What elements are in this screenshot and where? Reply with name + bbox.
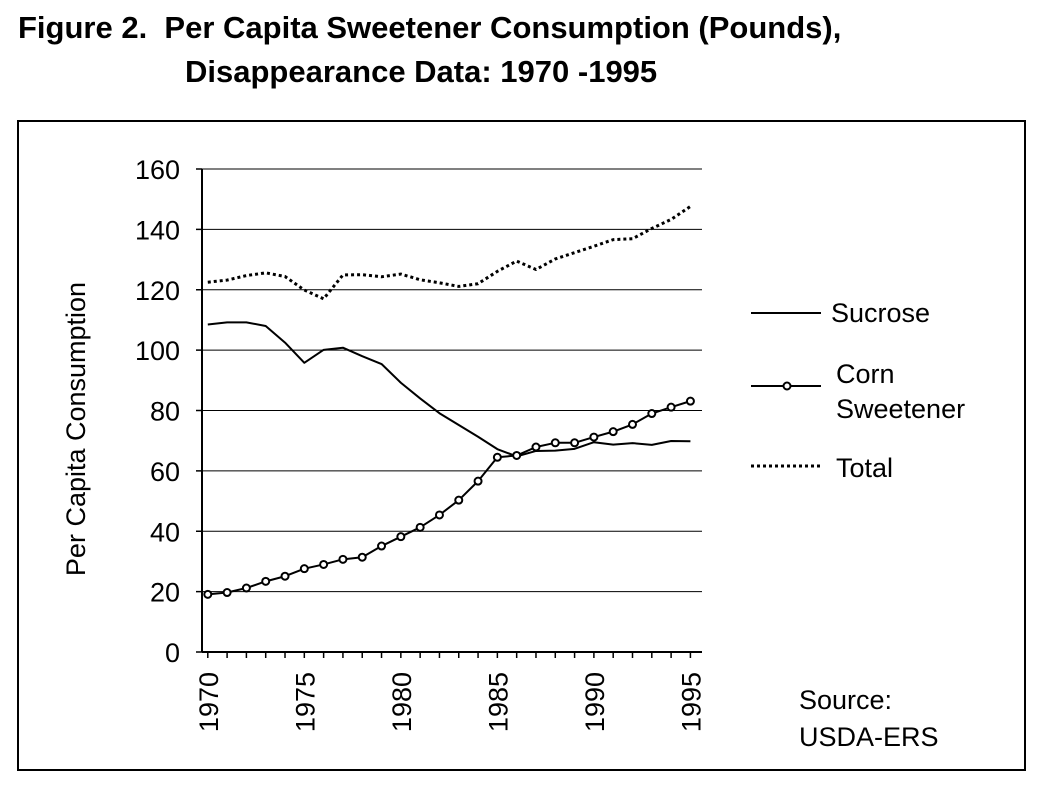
chart-title-line-2: Disappearance Data: 1970 -1995 [185, 54, 658, 89]
data-series [203, 205, 695, 599]
data-point-corn-sweetener [454, 495, 464, 505]
x-tick-label: 1980 [387, 672, 417, 732]
data-point-corn-sweetener [531, 442, 541, 452]
data-point-corn-sweetener [589, 432, 599, 442]
y-tick-label: 60 [150, 457, 180, 487]
data-point-corn-sweetener [666, 402, 676, 412]
legend-label-corn-line2: Sweetener [836, 394, 965, 424]
data-point-corn-sweetener [550, 438, 560, 448]
data-point-corn-sweetener [415, 522, 425, 532]
y-tick-label: 0 [165, 638, 180, 668]
data-point-corn-sweetener [241, 583, 251, 593]
y-tick-label: 140 [135, 215, 180, 245]
y-tick-label: 120 [135, 276, 180, 306]
axes [196, 168, 702, 658]
data-point-corn-sweetener [685, 396, 695, 406]
chart-title-line-1: Figure 2. Per Capita Sweetener Consumpti… [18, 10, 842, 45]
y-tick-label: 40 [150, 517, 180, 547]
data-point-corn-sweetener [608, 427, 618, 437]
data-point-corn-sweetener [647, 409, 657, 419]
legend-label-corn-line1: Corn [836, 359, 895, 389]
series-line-total [207, 205, 692, 301]
data-point-corn-sweetener [261, 576, 271, 586]
y-axis-label: Per Capita Consumption [61, 282, 91, 576]
data-point-corn-sweetener [492, 452, 502, 462]
data-point-corn-sweetener [357, 552, 367, 562]
x-tick-label: 1985 [483, 672, 513, 732]
data-point-corn-sweetener [280, 571, 290, 581]
series-line-corn-sweetener [207, 400, 691, 596]
x-tick-label: 1970 [194, 672, 224, 732]
data-point-corn-sweetener [512, 450, 522, 460]
x-tick-label: 1995 [676, 672, 706, 732]
y-tick-label: 80 [150, 397, 180, 427]
data-point-corn-sweetener [299, 564, 309, 574]
data-point-corn-sweetener [473, 476, 483, 486]
data-point-corn-sweetener [203, 589, 213, 599]
gridlines [202, 168, 702, 593]
y-tick-label: 160 [135, 155, 180, 185]
data-point-corn-sweetener [377, 541, 387, 551]
legend: Sucrose Corn Sweetener Total [751, 298, 965, 483]
series-line-sucrose [207, 321, 691, 458]
data-point-corn-sweetener [319, 559, 329, 569]
legend-marker-corn-sweetener [782, 381, 792, 391]
data-point-corn-sweetener [628, 419, 638, 429]
y-tick-label: 20 [150, 578, 180, 608]
data-point-corn-sweetener [222, 588, 232, 598]
x-tick-label: 1990 [580, 672, 610, 732]
legend-label-sucrose: Sucrose [831, 298, 930, 328]
x-tick-label: 1975 [290, 672, 320, 732]
legend-label-total: Total [836, 453, 893, 483]
data-point-corn-sweetener [570, 438, 580, 448]
y-tick-labels: 0 20 40 60 80 100 120 140 160 [135, 155, 180, 668]
y-tick-label: 100 [135, 336, 180, 366]
source-label: Source: [799, 685, 892, 715]
data-point-corn-sweetener [338, 554, 348, 564]
data-point-corn-sweetener [434, 510, 444, 520]
x-tick-labels: 1970 1975 1980 1985 1990 1995 [194, 672, 707, 732]
source-value: USDA-ERS [799, 722, 939, 752]
chart-frame: 0 20 40 60 80 100 120 140 160 1970 1975 1980 1985 19… [17, 120, 1026, 771]
data-point-corn-sweetener [396, 532, 406, 542]
